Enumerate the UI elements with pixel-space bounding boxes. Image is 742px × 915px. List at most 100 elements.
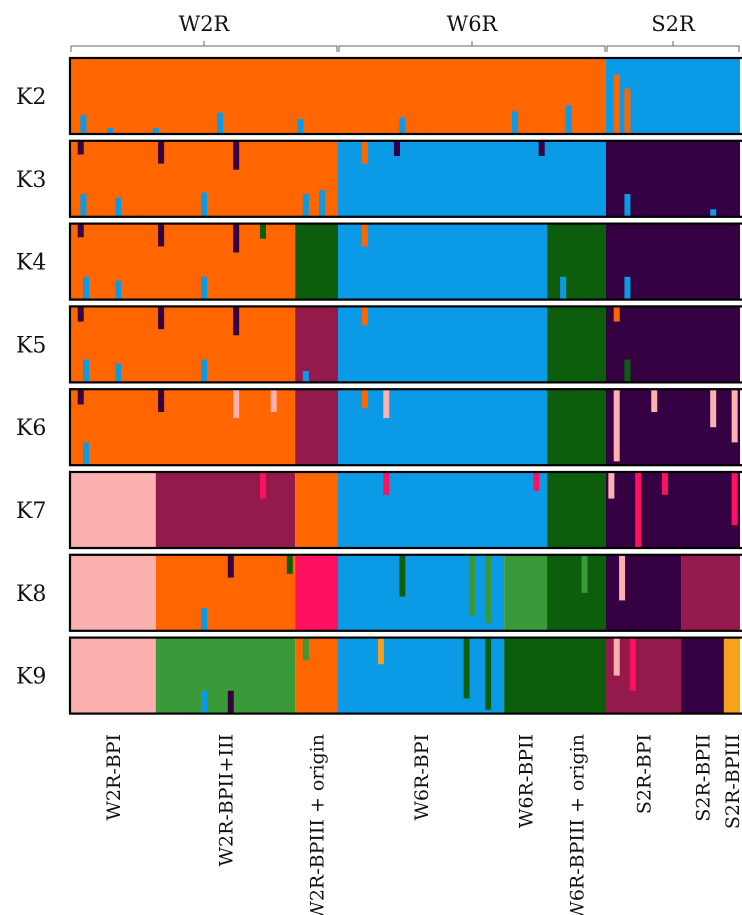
segment-K7-2 (295, 472, 338, 548)
population-bracket-1 (338, 41, 606, 52)
k-label-K6: K6 (16, 416, 46, 441)
accent-K5-9 (613, 306, 620, 322)
segment-K8-7 (681, 554, 740, 631)
k-label-K8: K8 (16, 582, 46, 607)
group-label-4: W6R-BPII (516, 734, 538, 828)
segment-K8-5 (547, 554, 606, 631)
accent-K8-8 (619, 554, 626, 601)
accent-K8-6 (485, 554, 492, 624)
row-frame-K7 (68, 470, 742, 550)
accent-K5-6 (302, 371, 309, 383)
row-frame-K8 (68, 553, 742, 632)
group-label-3: W6R-BPI (411, 734, 433, 821)
accent-K5-4 (158, 306, 165, 330)
accent-K5-1 (115, 363, 122, 383)
k-label-K5: K5 (16, 333, 46, 358)
population-bracket-2 (606, 41, 740, 52)
row-frame-K2 (68, 56, 742, 136)
accent-K3-10 (538, 140, 545, 156)
accent-K7-1 (383, 472, 390, 495)
accent-K3-11 (624, 194, 631, 217)
segment-K8-3 (338, 554, 505, 631)
segment-K5-1 (295, 306, 338, 383)
segment-K8-0 (70, 554, 156, 631)
accent-K9-2 (302, 637, 309, 661)
accent-K7-0 (259, 472, 266, 499)
accent-K6-9 (710, 389, 717, 428)
segment-K6-0 (70, 389, 296, 466)
accent-K5-3 (77, 306, 84, 322)
accent-K4-7 (361, 223, 368, 247)
accent-K3-12 (710, 209, 717, 217)
accent-K2-6 (511, 111, 518, 134)
row-frame-K3 (68, 139, 742, 218)
accent-K9-4 (463, 637, 470, 699)
accent-K6-6 (361, 389, 368, 409)
segment-K2-0 (70, 58, 606, 134)
accent-K3-4 (318, 190, 325, 217)
segment-K8-1 (155, 554, 296, 631)
accent-K8-1 (201, 608, 207, 631)
accent-K3-2 (201, 192, 207, 217)
row-K3 (68, 139, 742, 218)
group-label-6: S2R-BPI (634, 734, 656, 814)
segment-K6-3 (547, 389, 606, 466)
accent-K6-3 (233, 389, 240, 419)
segment-K9-0 (70, 637, 156, 714)
accent-K6-1 (77, 389, 84, 405)
accent-K4-1 (115, 280, 122, 300)
segment-K6-2 (338, 389, 548, 466)
segment-K3-1 (338, 140, 606, 217)
group-label-7: S2R-BPII (692, 734, 714, 822)
accent-K8-0 (99, 619, 106, 631)
accent-K2-5 (399, 117, 406, 134)
accent-K6-5 (383, 389, 390, 419)
accent-K3-9 (393, 140, 400, 156)
accent-K5-5 (233, 306, 240, 336)
accent-K2-9 (624, 88, 631, 134)
accent-K4-6 (259, 223, 266, 239)
accent-K3-1 (115, 197, 122, 217)
accent-K7-4 (635, 472, 642, 548)
accent-K9-6 (613, 637, 620, 676)
row-K7 (68, 470, 742, 550)
accent-K4-3 (77, 223, 84, 238)
accent-K7-6 (731, 472, 738, 526)
accent-K2-2 (152, 127, 159, 134)
accent-K3-3 (302, 194, 309, 217)
population-label-1: W6R (447, 12, 499, 36)
accent-K9-3 (377, 637, 384, 665)
row-K6 (68, 388, 742, 467)
k-label-K4: K4 (16, 251, 46, 276)
accent-K9-7 (629, 637, 636, 691)
segment-K5-2 (338, 306, 548, 383)
accent-K5-0 (83, 359, 90, 383)
row-frame-K5 (68, 305, 742, 384)
row-frame-K9 (68, 636, 742, 715)
row-K9 (68, 636, 742, 715)
accent-K2-4 (297, 118, 304, 134)
accent-K4-0 (83, 276, 90, 300)
accent-K6-2 (158, 389, 165, 412)
accent-K2-1 (107, 127, 114, 134)
segment-K4-2 (338, 223, 548, 300)
k-label-K9: K9 (16, 665, 46, 690)
segment-K9-4 (504, 637, 606, 714)
accent-K8-7 (581, 554, 588, 593)
segment-K7-5 (606, 472, 740, 548)
segment-K4-1 (295, 223, 338, 300)
accent-K6-10 (731, 389, 738, 443)
segment-K4-3 (547, 223, 606, 300)
accent-K5-8 (624, 359, 631, 383)
accent-K7-2 (533, 472, 540, 491)
accent-K4-4 (158, 223, 165, 247)
accent-K8-2 (227, 554, 234, 578)
k-label-K3: K3 (16, 168, 46, 193)
accent-K8-3 (286, 554, 293, 574)
k-label-K2: K2 (16, 85, 46, 110)
accent-K6-4 (270, 389, 277, 412)
segment-K9-2 (295, 637, 338, 714)
segment-K6-4 (606, 389, 740, 466)
accent-K4-8 (560, 276, 567, 300)
accent-K9-1 (227, 690, 234, 714)
